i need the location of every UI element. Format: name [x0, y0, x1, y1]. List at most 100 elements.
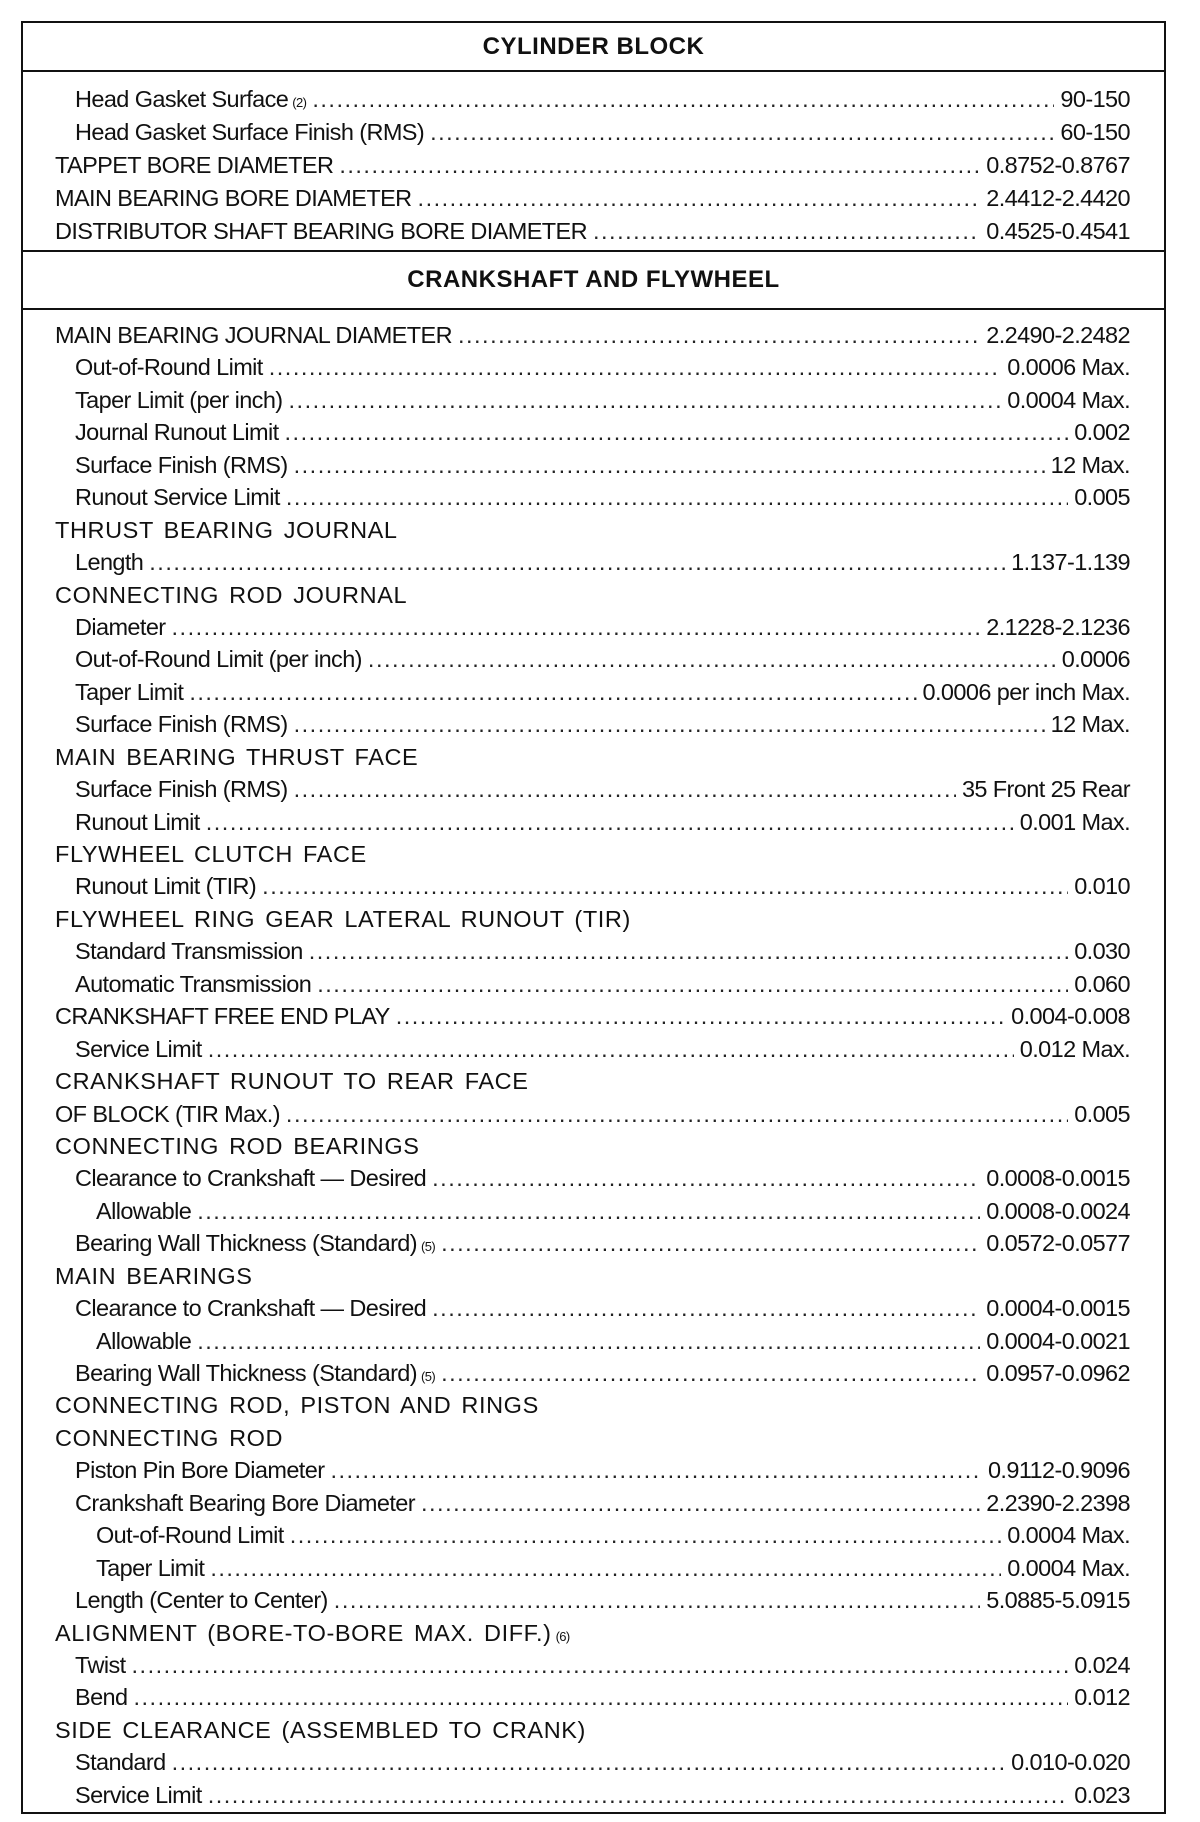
spec-label: Bearing Wall Thickness (Standard) [75, 1230, 418, 1257]
dot-leader [432, 1162, 980, 1194]
spec-label: TAPPET BORE DIAMETER [55, 152, 334, 178]
spec-row: Allowable 0.0004-0.0021 [23, 1325, 1164, 1357]
spec-label: Twist [75, 1651, 126, 1678]
spec-row: Bend 0.012 [23, 1681, 1164, 1713]
section-header-cylinder-block: CYLINDER BLOCK [23, 23, 1164, 72]
dot-leader [441, 1227, 980, 1259]
dot-leader [441, 1357, 980, 1389]
spec-value: 0.0008-0.0024 [986, 1197, 1130, 1224]
spec-value: 0.023 [1074, 1781, 1130, 1808]
spec-label: Runout Service Limit [75, 484, 280, 511]
spec-label: Automatic Transmission [75, 970, 312, 997]
spec-row: Head Gasket Surface(2)90-150 [23, 83, 1164, 116]
dot-leader [290, 1519, 1002, 1551]
spec-row: Taper Limit (per inch) 0.0004 Max. [23, 384, 1164, 416]
spec-label: Allowable [96, 1197, 192, 1224]
dot-leader [593, 215, 980, 248]
spec-label: Bend [75, 1684, 128, 1711]
spec-label: Surface Finish (RMS) [75, 776, 288, 803]
spec-subheading: SIDE CLEARANCE (ASSEMBLED TO CRANK) [23, 1714, 1164, 1746]
spec-value: 0.0006 per inch Max. [922, 678, 1131, 705]
spec-subheading: CONNECTING ROD [23, 1422, 1164, 1454]
spec-value: 0.9112-0.9096 [987, 1457, 1131, 1484]
spec-row: Runout Limit 0.001 Max. [23, 806, 1164, 838]
spec-label: Head Gasket Surface Finish (RMS) [75, 119, 425, 145]
specifications-table: CYLINDER BLOCK Head Gasket Surface(2)90-… [21, 21, 1166, 1814]
spec-value: 12 Max. [1050, 451, 1131, 478]
spec-label: CRANKSHAFT RUNOUT TO REAR FACE [55, 1068, 529, 1095]
spec-row: CRANKSHAFT FREE END PLAY 0.004-0.008 [23, 1000, 1164, 1032]
dot-leader [285, 416, 1069, 448]
spec-row: Crankshaft Bearing Bore Diameter 2.2390-2… [23, 1487, 1164, 1519]
spec-value: 0.4525-0.4541 [986, 218, 1130, 244]
spec-value: 0.012 Max. [1019, 1035, 1131, 1062]
spec-row: Taper Limit 0.0006 per inch Max. [23, 676, 1164, 708]
spec-subheading: MAIN BEARINGS [23, 1260, 1164, 1292]
spec-row: Standard 0.010-0.020 [23, 1746, 1164, 1778]
spec-row: Allowable 0.0008-0.0024 [23, 1195, 1164, 1227]
spec-row: Surface Finish (RMS) 12 Max. [23, 708, 1164, 740]
dot-leader [339, 149, 980, 182]
dot-leader [286, 481, 1068, 513]
dot-leader [421, 1487, 980, 1519]
dot-leader [208, 1779, 1068, 1811]
dot-leader [210, 1552, 1001, 1584]
dot-leader [330, 1454, 982, 1486]
spec-value: 0.0004-0.0021 [986, 1327, 1130, 1354]
spec-label: Out-of-Round Limit (per inch) [75, 646, 363, 673]
spec-subheading: FLYWHEEL CLUTCH FACE [23, 838, 1164, 870]
spec-label: MAIN BEARING BORE DIAMETER [55, 185, 412, 211]
spec-value: 0.0004 Max. [1007, 1522, 1130, 1549]
spec-row: MAIN BEARING JOURNAL DIAMETER 2.2490-2.24… [23, 319, 1164, 351]
spec-value: 2.1228-2.1236 [986, 613, 1130, 640]
spec-row: Standard Transmission 0.030 [23, 935, 1164, 967]
dot-leader [418, 182, 981, 215]
spec-subheading: CONNECTING ROD BEARINGS [23, 1130, 1164, 1162]
spec-row: Clearance to Crankshaft — Desired 0.0004-… [23, 1292, 1164, 1324]
spec-row: Head Gasket Surface Finish (RMS) 60-150 [23, 116, 1164, 149]
dot-leader [312, 83, 1054, 116]
spec-value: 90-150 [1060, 86, 1130, 112]
spec-label: CONNECTING ROD, PISTON AND RINGS [55, 1392, 539, 1419]
dot-leader [334, 1584, 980, 1616]
crankshaft-flywheel-rows: MAIN BEARING JOURNAL DIAMETER 2.2490-2.24… [23, 310, 1164, 1811]
spec-label: CONNECTING ROD [55, 1424, 284, 1451]
spec-row: Diameter 2.1228-2.1236 [23, 611, 1164, 643]
spec-label: OF BLOCK (TIR Max.) [55, 1100, 281, 1127]
spec-label: FLYWHEEL RING GEAR LATERAL RUNOUT (TIR) [55, 905, 631, 932]
dot-leader [197, 1325, 980, 1357]
dot-leader [172, 1746, 1006, 1778]
spec-row: Surface Finish (RMS) 35 Front 25 Rear [23, 773, 1164, 805]
spec-value: 0.004-0.008 [1011, 1003, 1130, 1030]
spec-subheading: ALIGNMENT (BORE-TO-BORE MAX. DIFF.) (6) [23, 1617, 1164, 1649]
dot-leader [309, 935, 1068, 967]
spec-label: MAIN BEARING JOURNAL DIAMETER [55, 322, 453, 348]
spec-value: 0.0006 [1061, 646, 1131, 673]
spec-label: THRUST BEARING JOURNAL [55, 516, 398, 543]
dot-leader [294, 708, 1045, 740]
dot-leader [133, 1681, 1068, 1713]
spec-row: Runout Limit (TIR) 0.010 [23, 870, 1164, 902]
spec-value: 60-150 [1060, 119, 1130, 145]
spec-subheading: CONNECTING ROD, PISTON AND RINGS [23, 1389, 1164, 1421]
spec-row: DISTRIBUTOR SHAFT BEARING BORE DIAMETER 0… [23, 215, 1164, 248]
spec-value: 0.010 [1074, 873, 1130, 900]
spec-label: MAIN BEARING THRUST FACE [55, 743, 419, 770]
spec-row: Automatic Transmission 0.060 [23, 968, 1164, 1000]
spec-label: Runout Limit [75, 808, 200, 835]
dot-leader [286, 1098, 1068, 1130]
spec-row: Length (Center to Center) 5.0885-5.0915 [23, 1584, 1164, 1616]
spec-label: Surface Finish (RMS) [75, 451, 288, 478]
dot-leader [132, 1649, 1069, 1681]
dot-leader [208, 1033, 1014, 1065]
spec-label: ALIGNMENT (BORE-TO-BORE MAX. DIFF.) [55, 1619, 552, 1646]
spec-label: Bearing Wall Thickness (Standard) [75, 1360, 418, 1386]
spec-value: 0.0004 Max. [1007, 386, 1130, 413]
spec-value: 0.002 [1074, 419, 1130, 446]
dot-leader [206, 806, 1014, 838]
spec-value: 0.060 [1074, 970, 1130, 997]
spec-label: Runout Limit (TIR) [75, 873, 257, 900]
spec-label: Journal Runout Limit [75, 419, 279, 446]
dot-leader [458, 319, 980, 351]
dot-leader [172, 611, 981, 643]
